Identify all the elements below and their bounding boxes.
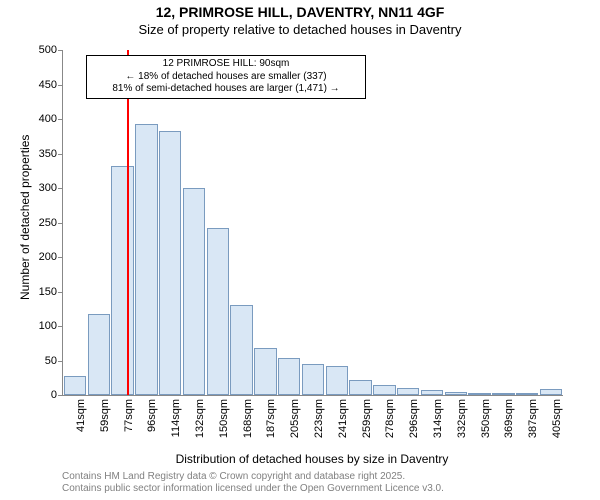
histogram-bar (278, 358, 300, 395)
y-axis-label: Number of detached properties (18, 135, 32, 300)
y-tick-label: 300 (39, 182, 63, 194)
histogram-bar (111, 166, 133, 395)
histogram-bar (492, 393, 514, 395)
y-tick-label: 100 (39, 320, 63, 332)
x-tick-label: 296sqm (408, 399, 420, 438)
x-tick-label: 369sqm (503, 399, 515, 438)
plot-area: 05010015020025030035040045050041sqm59sqm… (62, 50, 563, 396)
x-tick-label: 387sqm (527, 399, 539, 438)
histogram-bar (421, 390, 443, 395)
x-tick-label: 132sqm (194, 399, 206, 438)
y-tick-label: 250 (39, 217, 63, 229)
x-tick-label: 205sqm (289, 399, 301, 438)
histogram-bar (468, 393, 490, 395)
histogram-bar (254, 348, 276, 395)
histogram-chart: 12, PRIMROSE HILL, DAVENTRY, NN11 4GF Si… (0, 0, 600, 500)
y-tick-label: 450 (39, 79, 63, 91)
histogram-bar (349, 380, 371, 395)
chart-subtitle: Size of property relative to detached ho… (0, 22, 600, 37)
x-tick-label: 59sqm (99, 399, 111, 432)
histogram-bar (326, 366, 348, 395)
histogram-bar (302, 364, 324, 395)
x-tick-label: 314sqm (432, 399, 444, 438)
x-tick-label: 405sqm (551, 399, 563, 438)
y-tick-label: 0 (51, 389, 63, 401)
histogram-bar (135, 124, 157, 395)
x-tick-label: 114sqm (170, 399, 182, 437)
x-tick-label: 150sqm (218, 399, 230, 438)
annotation-box: 12 PRIMROSE HILL: 90sqm← 18% of detached… (86, 55, 366, 99)
x-tick-label: 241sqm (337, 399, 349, 438)
footer-line: Contains public sector information licen… (62, 483, 600, 495)
annotation-line: ← 18% of detached houses are smaller (33… (91, 71, 361, 84)
histogram-bar (88, 314, 110, 395)
histogram-bar (159, 131, 181, 395)
y-tick-label: 200 (39, 251, 63, 263)
chart-title: 12, PRIMROSE HILL, DAVENTRY, NN11 4GF (0, 4, 600, 20)
histogram-bar (207, 228, 229, 395)
x-tick-label: 96sqm (146, 399, 158, 432)
histogram-bar (445, 392, 467, 395)
y-tick-label: 500 (39, 44, 63, 56)
x-tick-label: 350sqm (480, 399, 492, 438)
x-tick-label: 223sqm (313, 399, 325, 438)
footer-attribution: Contains HM Land Registry data © Crown c… (62, 471, 600, 494)
x-tick-label: 168sqm (242, 399, 254, 438)
x-tick-label: 278sqm (384, 399, 396, 438)
histogram-bar (540, 389, 562, 395)
y-tick-label: 400 (39, 113, 63, 125)
histogram-bar (397, 388, 419, 395)
y-tick-label: 50 (45, 355, 63, 367)
annotation-line: 12 PRIMROSE HILL: 90sqm (91, 58, 361, 71)
y-tick-label: 150 (39, 286, 63, 298)
footer-line: Contains HM Land Registry data © Crown c… (62, 471, 600, 483)
x-tick-label: 77sqm (123, 399, 135, 432)
x-tick-label: 259sqm (361, 399, 373, 438)
histogram-bar (230, 305, 252, 395)
annotation-line: 81% of semi-detached houses are larger (… (91, 83, 361, 96)
x-tick-label: 187sqm (265, 399, 277, 438)
histogram-bar (64, 376, 86, 395)
histogram-bar (183, 188, 205, 395)
y-tick-label: 350 (39, 148, 63, 160)
histogram-bar (373, 385, 395, 395)
property-marker-line (127, 50, 129, 395)
x-tick-label: 41sqm (75, 399, 87, 432)
x-tick-label: 332sqm (456, 399, 468, 438)
histogram-bar (516, 393, 538, 395)
x-axis-label: Distribution of detached houses by size … (62, 452, 562, 466)
